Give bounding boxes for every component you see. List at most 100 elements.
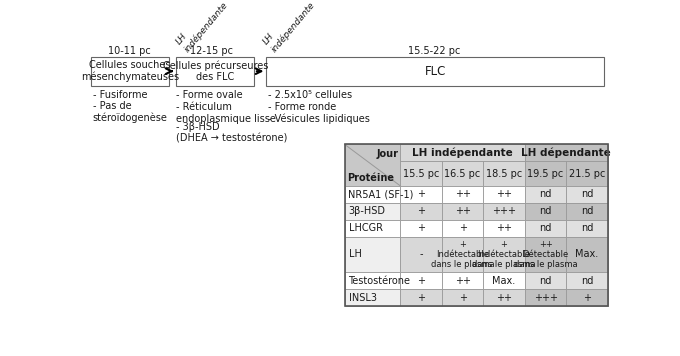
Text: nd: nd <box>539 189 551 199</box>
Text: +: + <box>417 293 425 303</box>
Text: Testostérone: Testostérone <box>348 276 411 286</box>
Bar <box>483 289 525 306</box>
Text: +: + <box>417 189 425 199</box>
Bar <box>401 272 442 289</box>
Bar <box>525 220 566 237</box>
Bar <box>345 145 608 306</box>
Text: Max.: Max. <box>492 276 515 286</box>
Text: - Forme ronde: - Forme ronde <box>268 102 336 112</box>
Bar <box>345 272 401 289</box>
Text: INSL3: INSL3 <box>348 293 377 303</box>
Bar <box>483 203 525 220</box>
Bar <box>345 203 401 220</box>
Bar <box>176 57 254 86</box>
Text: 18.5 pc: 18.5 pc <box>486 169 522 179</box>
Bar <box>483 272 525 289</box>
Bar <box>483 237 525 272</box>
Text: +: + <box>458 293 466 303</box>
Bar <box>442 220 483 237</box>
Bar <box>401 203 442 220</box>
Text: - 2.5x10⁵ cellules: - 2.5x10⁵ cellules <box>268 90 352 100</box>
Text: nd: nd <box>581 223 593 233</box>
Text: 21.5 pc: 21.5 pc <box>568 169 605 179</box>
Text: nd: nd <box>539 206 551 216</box>
Text: - Pas de
stéroïdogenèse: - Pas de stéroïdogenèse <box>92 101 168 124</box>
Bar <box>401 161 442 186</box>
Text: LH
indépendante: LH indépendante <box>262 0 317 53</box>
Bar <box>401 237 442 272</box>
Bar <box>401 145 525 161</box>
Text: ++: ++ <box>496 189 512 199</box>
Bar <box>566 237 608 272</box>
Text: 15.5-22 pc: 15.5-22 pc <box>407 46 460 56</box>
Text: Max.: Max. <box>575 250 598 260</box>
Text: - Fusiforme: - Fusiforme <box>92 90 148 100</box>
Text: nd: nd <box>581 276 593 286</box>
Bar <box>345 145 401 186</box>
Text: 16.5 pc: 16.5 pc <box>445 169 481 179</box>
Text: nd: nd <box>539 223 551 233</box>
Text: 10-11 pc: 10-11 pc <box>108 46 150 56</box>
Text: nd: nd <box>539 276 551 286</box>
Bar <box>566 161 608 186</box>
Text: +: + <box>417 276 425 286</box>
Text: LH dépendante: LH dépendante <box>522 148 611 158</box>
Text: 15.5 pc: 15.5 pc <box>403 169 439 179</box>
Bar <box>525 186 566 203</box>
Bar <box>345 186 401 203</box>
Text: +: + <box>583 293 591 303</box>
Bar <box>401 289 442 306</box>
Text: -: - <box>420 250 423 260</box>
Text: Cellules précurseures
des FLC: Cellules précurseures des FLC <box>163 60 268 82</box>
Text: +: + <box>417 223 425 233</box>
Bar <box>442 203 483 220</box>
Bar <box>401 186 442 203</box>
Bar <box>566 186 608 203</box>
Bar <box>525 145 608 161</box>
Text: 3β-HSD: 3β-HSD <box>348 206 386 216</box>
Bar <box>483 186 525 203</box>
Text: ++
Détectable
dans le plasma: ++ Détectable dans le plasma <box>513 240 577 269</box>
Bar <box>345 289 401 306</box>
Text: ++: ++ <box>455 276 471 286</box>
Text: - Réticulum
endoplasmique lisse: - Réticulum endoplasmique lisse <box>176 102 276 124</box>
Text: ++: ++ <box>496 223 512 233</box>
Bar <box>442 237 483 272</box>
Bar <box>442 186 483 203</box>
Text: LH
indépendante: LH indépendante <box>174 0 230 53</box>
Text: - 3β-HSD
(DHEA → testostérone): - 3β-HSD (DHEA → testostérone) <box>176 122 288 143</box>
Text: +: + <box>458 223 466 233</box>
Bar <box>566 289 608 306</box>
Bar <box>267 57 605 86</box>
Text: +++: +++ <box>534 293 558 303</box>
Bar <box>566 272 608 289</box>
Text: 12-15 pc: 12-15 pc <box>190 46 233 56</box>
Bar <box>442 272 483 289</box>
Text: nd: nd <box>581 206 593 216</box>
Text: +++: +++ <box>492 206 516 216</box>
Bar <box>91 57 169 86</box>
Text: Protéine: Protéine <box>347 173 394 183</box>
Bar <box>525 289 566 306</box>
Text: ++: ++ <box>496 293 512 303</box>
Text: - Forme ovale: - Forme ovale <box>176 90 243 100</box>
Text: 19.5 pc: 19.5 pc <box>528 169 564 179</box>
Text: +: + <box>417 206 425 216</box>
Bar <box>483 161 525 186</box>
Text: Cellules souches
mésenchymateuses: Cellules souches mésenchymateuses <box>81 60 179 82</box>
Bar <box>566 203 608 220</box>
Text: LH: LH <box>348 250 361 260</box>
Text: LHCGR: LHCGR <box>348 223 382 233</box>
Text: FLC: FLC <box>424 65 446 78</box>
Text: NR5A1 (SF-1): NR5A1 (SF-1) <box>348 189 414 199</box>
Bar <box>345 237 401 272</box>
Text: ++: ++ <box>455 189 471 199</box>
Bar <box>442 289 483 306</box>
Text: +
Indétectable
dans le plasma: + Indétectable dans le plasma <box>473 240 536 269</box>
Bar <box>525 203 566 220</box>
Text: - Vésicules lipidiques: - Vésicules lipidiques <box>268 114 370 124</box>
Text: Jour: Jour <box>376 149 398 159</box>
Bar <box>525 161 566 186</box>
Bar <box>401 220 442 237</box>
Bar <box>442 161 483 186</box>
